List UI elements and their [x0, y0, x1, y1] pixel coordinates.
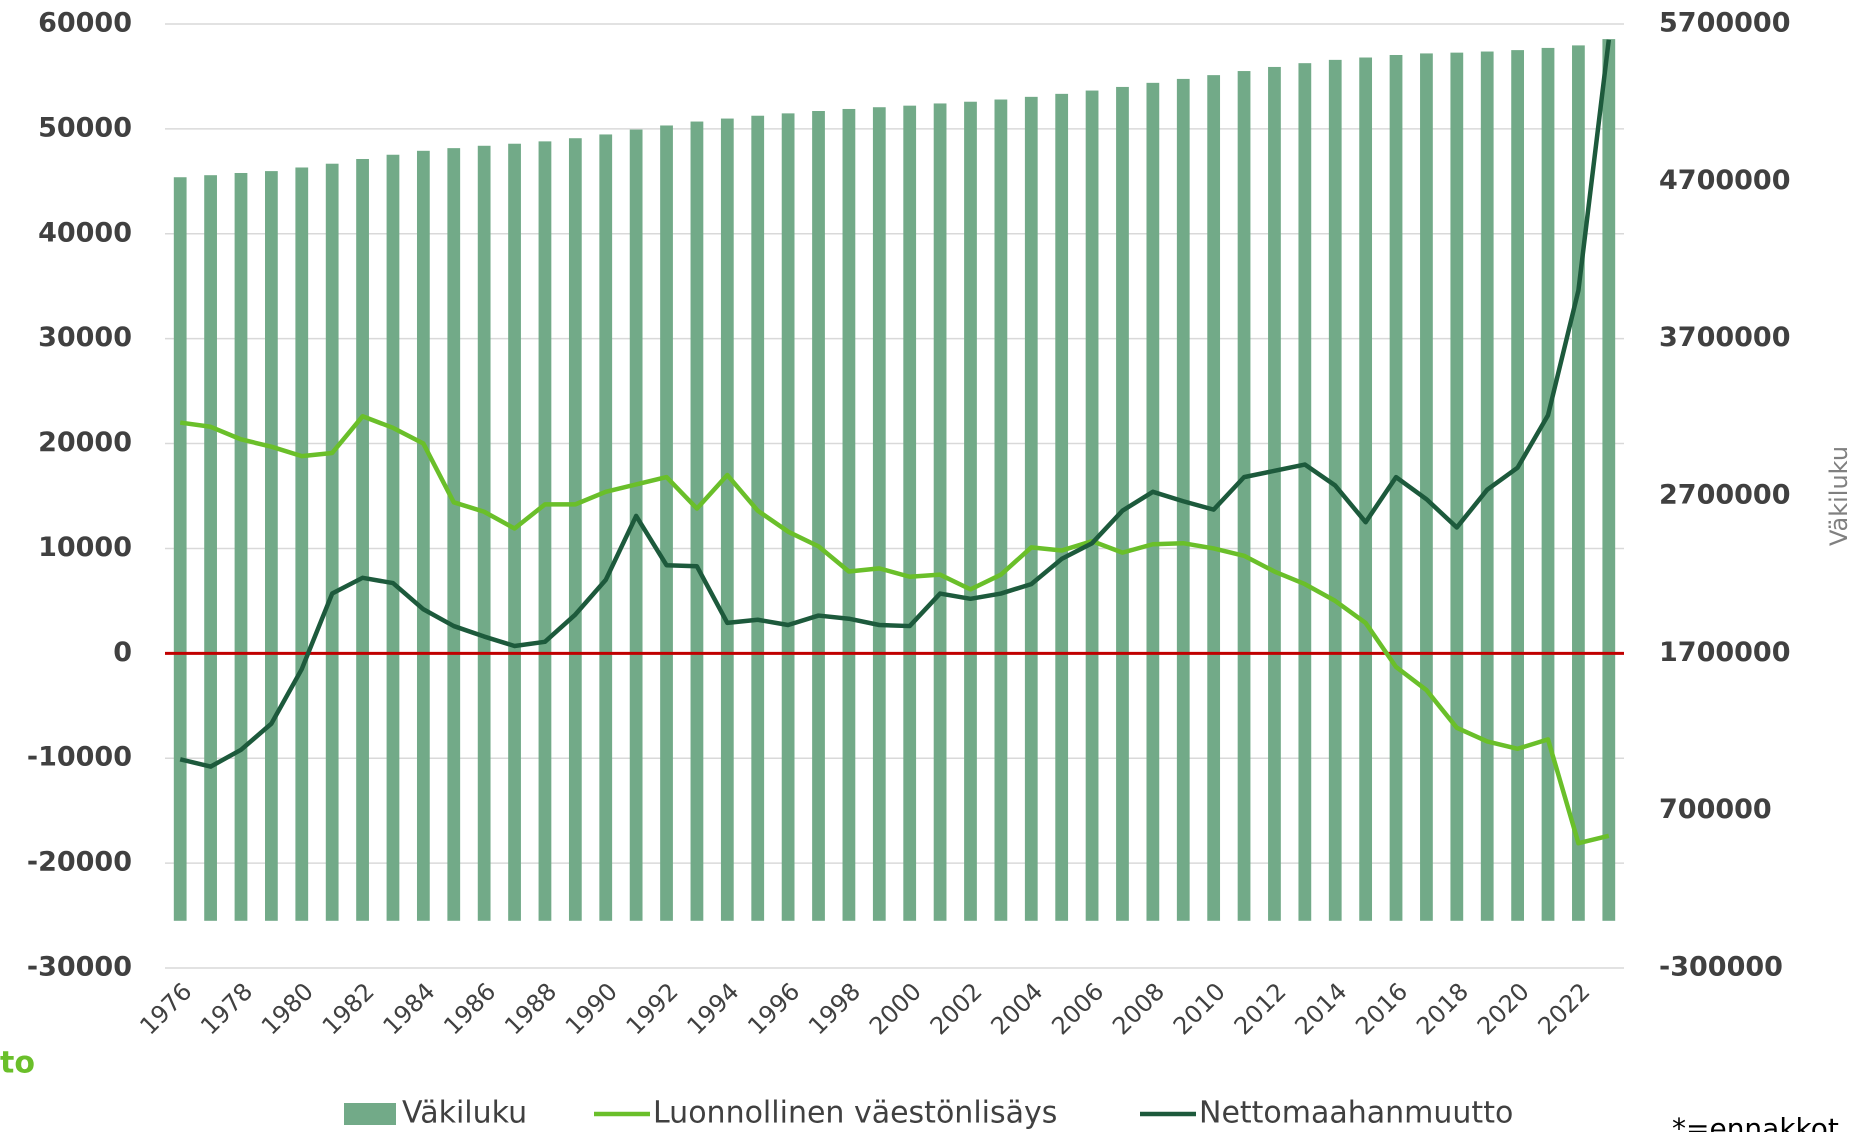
bar — [781, 113, 795, 921]
y-tick-label: -10000 — [27, 742, 132, 773]
bar — [1024, 96, 1038, 921]
bar — [751, 115, 765, 921]
legend-label: Luonnollinen väestönlisäys — [653, 1096, 1057, 1131]
x-tick-label: 2016 — [1350, 977, 1413, 1040]
y-tick-label: -20000 — [27, 847, 132, 878]
bar — [599, 134, 613, 921]
bar — [568, 138, 582, 921]
bar — [842, 108, 856, 921]
x-tick-label: 1992 — [621, 977, 684, 1040]
x-tick-label: 2000 — [864, 977, 927, 1040]
bar — [1359, 57, 1373, 921]
bar — [265, 171, 278, 921]
x-tick-label: 2008 — [1107, 977, 1170, 1040]
x-tick-label: 1988 — [499, 977, 562, 1040]
y2-axis-title: Väkiluku — [1825, 446, 1852, 546]
bar — [447, 148, 461, 921]
x-tick-label: 1994 — [682, 977, 745, 1040]
y2-tick-label: -300000 — [1659, 952, 1783, 983]
bar — [1146, 82, 1160, 921]
bar — [234, 172, 248, 921]
bar — [872, 107, 886, 921]
bar — [690, 121, 704, 921]
line — [179, 39, 1612, 769]
bar — [173, 177, 187, 921]
x-tick-label: 2020 — [1472, 977, 1535, 1040]
bar — [1085, 90, 1099, 921]
y-tick-label: 40000 — [38, 217, 132, 248]
bar — [660, 125, 673, 921]
x-tick-label: 2014 — [1289, 977, 1352, 1040]
y-tick-label: 60000 — [38, 8, 132, 39]
x-tick-label: 1984 — [378, 977, 441, 1040]
bar — [295, 167, 309, 921]
y-tick-label: 50000 — [38, 112, 132, 143]
bar — [1328, 59, 1342, 921]
y2-tick-label: 3700000 — [1659, 322, 1791, 353]
y-tick-label: 0 — [113, 637, 132, 668]
y2-tick-label: 2700000 — [1659, 480, 1791, 511]
bar — [1480, 51, 1494, 921]
bar — [1511, 50, 1524, 921]
y2-tick-label: 5700000 — [1659, 8, 1791, 39]
bar — [720, 118, 734, 921]
x-tick-label: 1986 — [438, 977, 501, 1040]
x-tick-label: 2018 — [1411, 977, 1474, 1040]
bar — [416, 150, 430, 921]
bar — [1268, 66, 1281, 921]
bar — [1541, 47, 1555, 921]
x-tick-label: 2010 — [1168, 977, 1231, 1040]
bar — [629, 129, 643, 921]
y-tick-label: -30000 — [27, 952, 132, 983]
y2-tick-label: 700000 — [1659, 794, 1772, 825]
y2-tick-label: 1700000 — [1659, 637, 1791, 668]
bar — [964, 101, 977, 921]
x-tick-label: 1996 — [742, 977, 805, 1040]
x-tick-label: 2012 — [1229, 977, 1292, 1040]
x-tick-label: 1978 — [195, 977, 258, 1040]
bar — [1055, 93, 1069, 921]
x-tick-label: 2004 — [985, 977, 1048, 1040]
y-tick-label: 10000 — [38, 532, 132, 563]
bar — [1298, 63, 1312, 921]
legend-label: Nettomaahanmuutto — [1199, 1096, 1513, 1131]
x-tick-label: 2006 — [1046, 977, 1109, 1040]
bar — [508, 143, 521, 921]
y-tick-label: 30000 — [38, 322, 132, 353]
bar — [1207, 75, 1221, 921]
bar — [1237, 71, 1251, 921]
y-tick-label: 20000 — [38, 427, 132, 458]
bar — [204, 175, 217, 921]
bar — [933, 103, 947, 921]
bar — [386, 154, 400, 921]
legend-label: Väkiluku — [402, 1096, 527, 1131]
x-tick-label: 1990 — [560, 977, 623, 1040]
x-tick-label: 2022 — [1533, 977, 1596, 1040]
annotation: *=ennakkot — [1672, 1112, 1839, 1132]
bar — [1450, 52, 1464, 921]
bar — [1602, 39, 1616, 921]
legend-swatch — [344, 1103, 396, 1125]
bar — [812, 111, 825, 921]
bar — [325, 163, 339, 921]
x-tick-label: 1976 — [134, 977, 197, 1040]
bar — [477, 145, 491, 921]
bar — [903, 105, 917, 921]
x-tick-label: 1998 — [803, 977, 866, 1040]
bar — [994, 99, 1008, 921]
bar — [356, 158, 369, 921]
x-tick-label: 1980 — [256, 977, 319, 1040]
bar — [1420, 53, 1433, 921]
bar — [1572, 45, 1585, 921]
x-tick-label: 2002 — [925, 977, 988, 1040]
bar — [1389, 54, 1403, 921]
line — [179, 414, 1610, 846]
bar — [1116, 86, 1129, 921]
y2-tick-label: 4700000 — [1659, 165, 1791, 196]
annotation: to — [0, 1046, 35, 1081]
x-tick-label: 1982 — [317, 977, 380, 1040]
bar — [538, 141, 552, 921]
